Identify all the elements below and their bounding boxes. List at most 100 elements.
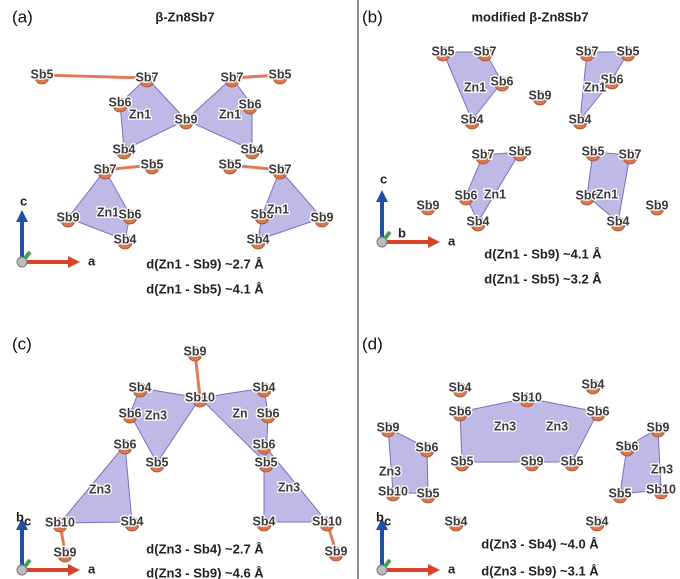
atom-label: Sb6: [119, 207, 142, 221]
atom-label: Sb7: [136, 70, 159, 84]
atom-label: Sb7: [94, 162, 117, 176]
atom-label: Sb9: [647, 420, 670, 434]
atom-label: Sb10: [512, 390, 542, 404]
atom-label: Sb10: [185, 390, 215, 404]
distance-label: d(Zn1 - Sb9) ~4.1 Å: [484, 246, 602, 261]
axis-origin: [17, 257, 27, 267]
axis-label: a: [88, 561, 96, 576]
atom-label: Zn1: [484, 187, 506, 201]
atom-label: Sb4: [449, 380, 472, 394]
atom-label: Sb6: [257, 406, 280, 420]
atom-label: Sb9: [311, 210, 334, 224]
atom-label: Zn1: [596, 187, 618, 201]
atom-label: Sb9: [175, 112, 198, 126]
atom-label: Sb5: [269, 67, 292, 81]
atom-label: Zn: [232, 406, 247, 420]
atom-label: Sb4: [445, 514, 468, 528]
panel-label: (b): [362, 7, 383, 26]
atom-label: Sb4: [461, 112, 484, 126]
atom-label: Sb6: [114, 437, 137, 451]
atom-label: Zn3: [546, 419, 568, 433]
atom-label: Sb9: [417, 198, 440, 212]
distance-label: d(Zn1 - Sb5) ~3.2 Å: [484, 271, 602, 286]
atom-label: Sb9: [184, 344, 207, 358]
atom-label: Zn3: [145, 408, 167, 422]
atom-label: Sb5: [432, 44, 455, 58]
atom-label: Sb5: [561, 454, 584, 468]
axis-arrowhead: [376, 190, 388, 202]
panel-label: (d): [362, 334, 383, 353]
distance-label: d(Zn3 - Sb4) ~2.7 Å: [146, 541, 264, 556]
atom-label: Zn1: [267, 202, 289, 216]
atom-label: Sb9: [529, 88, 552, 102]
atom-label: Sb6: [587, 404, 610, 418]
atom-label: Zn3: [651, 462, 673, 476]
atom-label: Sb7: [576, 44, 599, 58]
atom-label: Zn1: [464, 80, 486, 94]
atom-label: Zn3: [379, 464, 401, 478]
panel-title: modified β-Zn8Sb7: [472, 9, 589, 24]
atom-label: Sb6: [253, 437, 276, 451]
atom-label: Sb6: [616, 439, 639, 453]
figure: cacbabcabca Sb5Sb7Sb7Sb5Sb6Zn1Sb9Zn1Sb6S…: [0, 0, 680, 579]
atom-label: Sb5: [219, 157, 242, 171]
axis-label: c: [380, 171, 387, 186]
axis-label: c: [24, 513, 31, 528]
axis-label: a: [88, 253, 96, 268]
axis-origin: [17, 565, 27, 575]
panel-title: β-Zn8Sb7: [155, 9, 214, 24]
atom-label: Sb9: [325, 544, 348, 558]
distance-label: d(Zn1 - Sb5) ~4.1 Å: [146, 281, 264, 296]
atom-label: Sb4: [467, 214, 490, 228]
atom-label: Sb5: [31, 67, 54, 81]
atom-label: Sb4: [586, 514, 609, 528]
atom-label: Sb5: [255, 455, 278, 469]
atom-label: Zn1: [584, 80, 606, 94]
atom-label: Sb6: [449, 404, 472, 418]
atom-label: Sb5: [582, 144, 605, 158]
atom-label: Sb4: [582, 377, 605, 391]
atom-label: Sb4: [247, 232, 270, 246]
atom-label: Zn3: [278, 480, 300, 494]
panel-label: (a): [12, 7, 33, 26]
atom-label: Sb9: [646, 198, 669, 212]
atom-label: Sb5: [617, 44, 640, 58]
atom-label: Sb4: [241, 142, 264, 156]
polyhedra: [42, 52, 661, 553]
atom-label: Sb6: [455, 188, 478, 202]
atom-label: Sb5: [609, 486, 632, 500]
axis-arrowhead: [68, 564, 80, 576]
distance-label: d(Zn3 - Sb9) ~3.1 Å: [481, 563, 599, 578]
atom-label: Sb6: [491, 74, 514, 88]
atom-label: Zn3: [89, 482, 111, 496]
atom-label: Sb4: [129, 380, 152, 394]
atom-label: Zn1: [97, 205, 119, 219]
atom-label: Sb7: [474, 44, 497, 58]
axis-origin: [377, 565, 387, 575]
atom-label: Sb10: [646, 482, 676, 496]
axis-arrowhead: [16, 210, 28, 222]
atom-label: Sb4: [113, 142, 136, 156]
atom-label: Sb4: [114, 232, 137, 246]
axis-label: c: [384, 513, 391, 528]
atom-label: Sb7: [221, 70, 244, 84]
axis-label: b: [376, 509, 384, 524]
atom-label: Sb10: [45, 515, 75, 529]
axis-arrowhead: [68, 256, 80, 268]
atom-label: Sb7: [269, 162, 292, 176]
atom-label: Sb5: [417, 486, 440, 500]
distance-label: d(Zn1 - Sb9) ~2.7 Å: [146, 256, 264, 271]
polyhedron: [460, 398, 598, 462]
atom-label: Sb5: [451, 454, 474, 468]
axis-arrowhead: [428, 236, 440, 248]
axis-label: b: [398, 225, 406, 240]
axis-label: b: [16, 509, 24, 524]
bond: [42, 75, 147, 78]
atom-label: Sb9: [521, 454, 544, 468]
distance-label: d(Zn3 - Sb9) ~4.6 Å: [146, 565, 264, 579]
axis-label: a: [448, 233, 456, 248]
atom-label: Sb6: [239, 97, 262, 111]
atom-label: Zn3: [494, 419, 516, 433]
atom-label: Sb10: [378, 484, 408, 498]
atom-label: Sb7: [619, 147, 642, 161]
